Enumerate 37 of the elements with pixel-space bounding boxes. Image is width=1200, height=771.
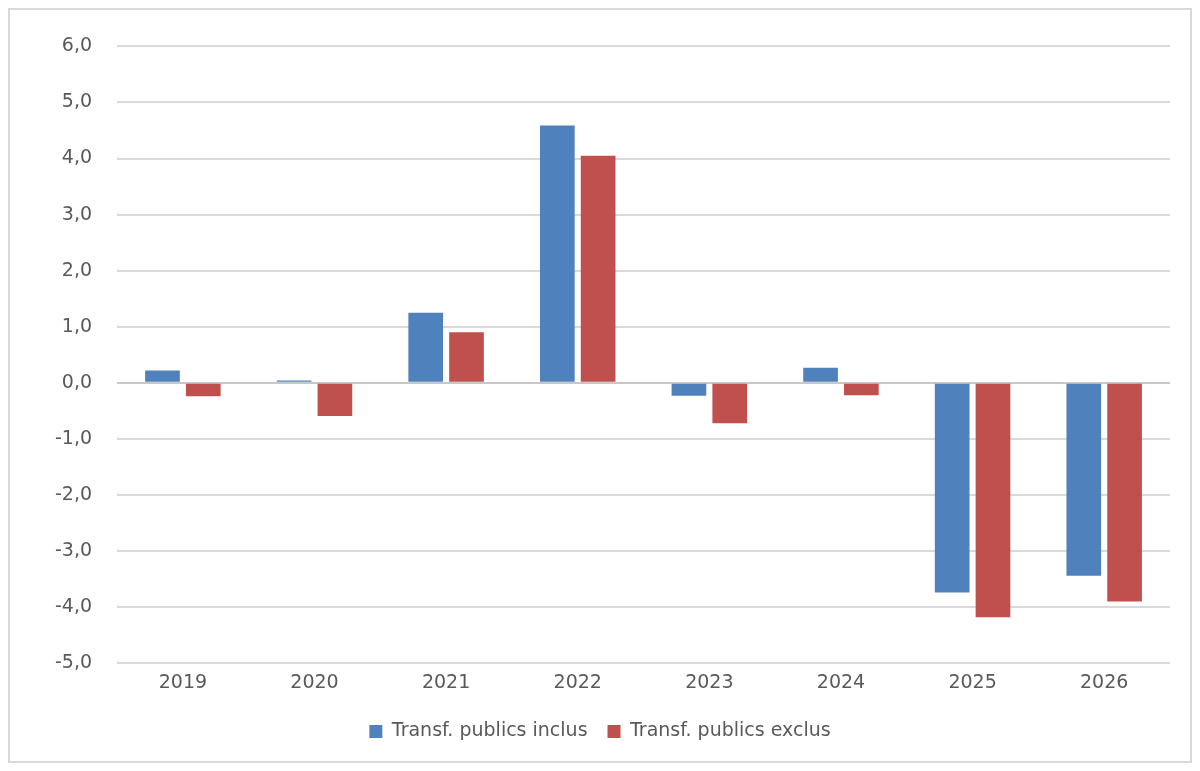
y-tick-label: 3,0 <box>61 201 93 224</box>
bar <box>317 383 353 416</box>
y-tick-label: -3,0 <box>54 537 93 560</box>
bar <box>408 312 444 382</box>
bar <box>145 370 180 382</box>
bar <box>449 332 484 382</box>
y-tick-label: -4,0 <box>54 594 93 617</box>
x-tick-label: 2026 <box>1080 669 1129 692</box>
y-tick-label: 2,0 <box>61 257 93 280</box>
bar <box>975 383 1011 618</box>
y-tick-label: 1,0 <box>61 313 93 336</box>
bar <box>934 383 970 593</box>
bar <box>803 367 838 382</box>
y-tick-label: 6,0 <box>61 33 93 56</box>
bar <box>671 383 707 396</box>
y-tick-label: 4,0 <box>61 145 93 168</box>
x-tick-label: 2021 <box>421 669 471 692</box>
bar <box>712 383 748 424</box>
y-tick-label: 0,0 <box>61 369 93 392</box>
bar <box>580 155 616 382</box>
y-tick-label: -5,0 <box>54 650 93 673</box>
y-tick-label: -1,0 <box>54 425 93 448</box>
bar <box>185 383 221 397</box>
legend-label: Transf. publics inclus <box>390 718 588 741</box>
bar <box>1107 383 1142 602</box>
bar <box>844 383 879 396</box>
bar <box>1066 383 1102 576</box>
y-tick-label: 5,0 <box>61 89 93 112</box>
y-tick-label: -2,0 <box>54 481 93 504</box>
x-tick-label: 2022 <box>553 669 602 692</box>
bar <box>539 125 575 382</box>
x-tick-label: 2025 <box>948 669 997 692</box>
legend-label: Transf. publics exclus <box>629 718 831 741</box>
x-tick-label: 2024 <box>816 669 866 692</box>
x-tick-label: 2019 <box>158 669 208 692</box>
x-tick-label: 2020 <box>290 669 339 692</box>
x-tick-label: 2023 <box>685 669 734 692</box>
